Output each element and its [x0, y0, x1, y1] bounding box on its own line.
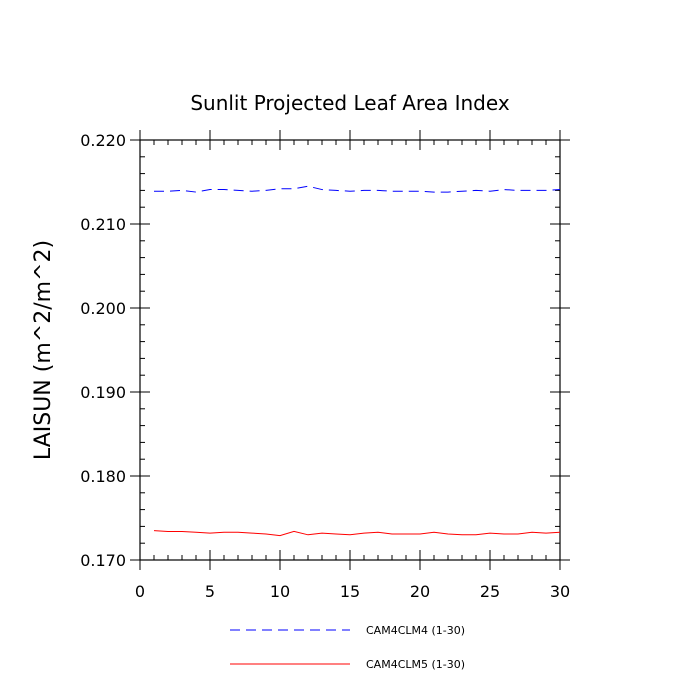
series-layer	[153, 185, 561, 537]
x-tick-label: 30	[550, 582, 570, 601]
y-tick-label: 0.170	[80, 551, 126, 570]
y-tick-label: 0.200	[80, 299, 126, 318]
plot-frame	[139, 139, 561, 561]
axis-ticks	[130, 130, 570, 570]
legend-label-2: CAM4CLM5 (1-30)	[366, 658, 465, 671]
x-tick-label: 15	[340, 582, 360, 601]
legend-label-1: CAM4CLM4 (1-30)	[366, 624, 465, 637]
y-axis-label: LAISUN (m^2/m^2)	[31, 240, 56, 460]
y-tick-label: 0.190	[80, 383, 126, 402]
x-tick-label: 0	[135, 582, 145, 601]
y-tick-label: 0.220	[80, 131, 126, 150]
x-tick-label: 25	[480, 582, 500, 601]
y-tick-label: 0.180	[80, 467, 126, 486]
axis-tick-labels: 0 5 10 15 20 25 30 0.170 0.180 0.190 0.200 0.210 0.2…	[80, 131, 570, 601]
x-tick-label: 20	[410, 582, 430, 601]
x-tick-label: 5	[205, 582, 215, 601]
y-tick-label: 0.210	[80, 215, 126, 234]
chart-title: Sunlit Projected Leaf Area Index	[190, 91, 510, 115]
series-line-1	[154, 185, 561, 193]
series-line-2	[153, 530, 561, 537]
legend: CAM4CLM4 (1-30) CAM4CLM5 (1-30)	[230, 624, 465, 671]
x-tick-label: 10	[270, 582, 290, 601]
